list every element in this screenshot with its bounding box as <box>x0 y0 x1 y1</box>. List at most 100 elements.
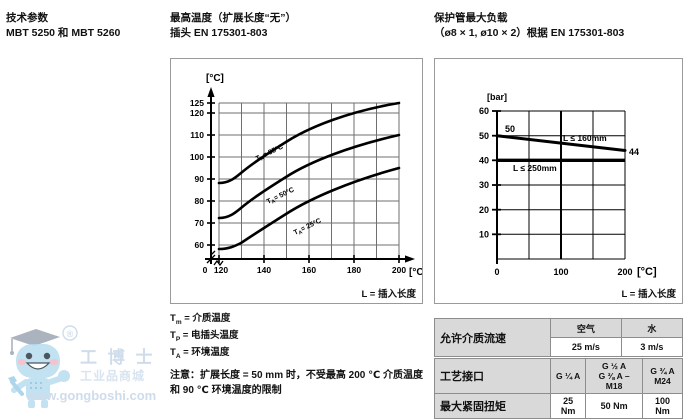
chart2-x-tick-labels: 0 100 200 <box>494 267 632 277</box>
watermark-url: www.gongboshi.com <box>25 388 156 403</box>
chart1-curve-ta50 <box>217 133 401 220</box>
flow-value-air: 25 m/s <box>550 337 622 357</box>
watermark-subtitle: 工业品商城 <box>80 368 145 383</box>
chart1-axes <box>205 97 407 264</box>
chart2-ytick: 10 <box>479 230 489 240</box>
chart2-xtick: 200 <box>617 267 632 277</box>
chart1-curve-label-ta85: TA= 85°C <box>254 143 285 165</box>
torque-header-g12a-line1: G ½ A <box>601 361 627 371</box>
chart1-caption: L = 插入长度 <box>361 289 416 300</box>
graduation-cap-icon <box>10 329 60 355</box>
torque-value-2: 50 Nm <box>585 393 643 419</box>
chart2-ytick: 20 <box>479 205 489 215</box>
chart1-y-tick-labels: 125 120 110 100 90 80 70 60 <box>190 98 204 250</box>
legend-symbol: T <box>170 346 176 358</box>
torque-value-1: 25 Nm <box>549 393 587 419</box>
chart1-x-arrow <box>405 255 415 263</box>
heading-plug-standard: 插头 EN 175301-803 <box>170 26 268 39</box>
chart2-line-160mm <box>495 134 627 152</box>
chart1-ytick: 60 <box>195 240 205 250</box>
table-process-connection-torque: 工艺接口 G ¼ A G ½ A G ⅜ A – M18 G ¾ A M24 最… <box>434 358 684 419</box>
table-row: 25 m/s 3 m/s <box>435 337 684 357</box>
chart2-ytick: 40 <box>479 156 489 166</box>
chart1-x-tick-labels: 0 120 140 160 180 200 <box>203 265 407 275</box>
heading-model-numbers: MBT 5250 和 MBT 5260 <box>6 26 121 39</box>
registered-icon: ® <box>62 325 78 341</box>
torque-header-g12a-line2: G ⅜ A – M18 <box>598 371 630 391</box>
table-medium-flow-rate: 允许介质流速 空气 水 25 m/s 3 m/s <box>434 318 684 357</box>
chart-temperature-box: 125 120 110 100 90 80 70 60 0 120 140 16… <box>170 58 423 304</box>
chart2-y-axis-label: [bar] <box>487 92 507 102</box>
column-heading-right: 保护管最大负载 （ø8 × 1, ø10 × 2）根据 EN 175301-80… <box>434 11 624 40</box>
chart-pressure-svg: 60 50 40 30 20 10 0 100 200 [bar] [°C] 5… <box>479 92 657 278</box>
chart1-y-axis-label: [°C] <box>206 73 224 84</box>
chart1-x-ticks <box>218 255 400 263</box>
legend-text: = 电插头温度 <box>182 329 239 341</box>
legend-symbol: T <box>170 329 176 341</box>
footnote-text: 注意：扩展长度 = 50 mm 时，不受最高 200 ℃ 介质温度和 90 ℃ … <box>170 370 423 396</box>
torque-header-g34a: G ¾ A M24 <box>641 358 684 394</box>
heading-max-load: 保护管最大负载 <box>434 12 508 24</box>
legend-subscript: A <box>175 352 181 360</box>
flow-header-air: 空气 <box>550 318 622 338</box>
torque-header-g34a-line1: G ¾ A <box>650 366 675 376</box>
torque-header-g34a-line2: M24 <box>654 376 671 386</box>
chart1-xtick: 120 <box>214 265 228 275</box>
chart1-y-ticks <box>207 102 215 246</box>
flow-header-water: 水 <box>620 318 684 338</box>
torque-row-label-connection: 工艺接口 <box>434 358 551 394</box>
legend-subscript: m <box>175 318 182 326</box>
watermark-logo: ® 工 博 士 工业品商城 www.gongboshi.com <box>2 318 168 410</box>
symbol-legend: Tm = 介质温度 TP = 电插头温度 TA = 环境温度 <box>170 312 238 363</box>
chart1-ytick: 80 <box>195 196 205 206</box>
chart1-ytick: 70 <box>195 218 205 228</box>
legend-row-tp: TP = 电插头温度 <box>170 329 238 346</box>
legend-subscript: P <box>175 335 181 343</box>
chart1-xtick: 160 <box>302 265 316 275</box>
heading-technical-parameters: 技术参数 <box>6 12 48 24</box>
legend-text: = 环境温度 <box>183 346 230 358</box>
chart1-ytick: 125 <box>190 98 204 108</box>
torque-value-3: 100 Nm <box>641 393 684 419</box>
chart1-curve-ta25 <box>217 166 401 251</box>
chart1-xtick: 180 <box>347 265 361 275</box>
chart1-xtick: 200 <box>392 265 406 275</box>
legend-row-tm: Tm = 介质温度 <box>170 312 238 329</box>
legend-text: = 介质温度 <box>184 313 231 324</box>
chart1-y-arrow <box>207 87 215 97</box>
table-row: 最大紧固扭矩 25 Nm 50 Nm 100 Nm <box>434 393 684 419</box>
flow-value-water: 3 m/s <box>620 337 684 357</box>
chart2-y-tick-labels: 60 50 40 30 20 10 <box>479 106 489 240</box>
chart-pressure-box: 60 50 40 30 20 10 0 100 200 [bar] [°C] 5… <box>434 58 683 304</box>
chart2-xtick: 0 <box>494 267 499 277</box>
chart2-ytick: 50 <box>479 131 489 141</box>
chart1-axis-break <box>206 250 216 264</box>
chart1-curve-label-ta25: TA= 25°C <box>292 217 323 239</box>
chart-temperature-svg: 125 120 110 100 90 80 70 60 0 120 140 16… <box>190 73 422 278</box>
torque-header-g14a: G ¼ A <box>549 358 587 394</box>
legend-symbol: T <box>170 313 176 324</box>
legend-row-ta: TA = 环境温度 <box>170 346 238 363</box>
wrench-icon <box>8 376 24 396</box>
torque-header-g12a: G ½ A G ⅜ A – M18 <box>585 358 643 394</box>
chart1-ytick: 120 <box>190 108 204 118</box>
column-heading-left: 技术参数 MBT 5250 和 MBT 5260 <box>6 11 120 40</box>
chart1-ytick: 100 <box>190 152 204 162</box>
chart2-ytick: 30 <box>479 180 489 190</box>
chart1-curve-label-ta50: TA= 50°C <box>265 186 296 208</box>
chart2-xtick: 100 <box>553 267 568 277</box>
chart1-ytick: 110 <box>190 130 204 140</box>
flow-row-label: 允许介质流速 <box>434 318 551 357</box>
chart2-y-ticks <box>492 110 501 236</box>
chart2-label-50: 50 <box>505 124 515 134</box>
chart1-ytick: 90 <box>195 174 205 184</box>
chart1-curve-ta85 <box>217 101 401 185</box>
table-row: 工艺接口 G ¼ A G ½ A G ⅜ A – M18 G ¾ A M24 <box>434 358 684 394</box>
table-row: 允许介质流速 空气 水 <box>434 318 684 357</box>
chart2-line-label-250: L ≤ 250mm <box>513 163 557 173</box>
chart1-x-axis-label: [°C] <box>409 267 422 278</box>
column-heading-middle: 最高温度（扩展长度“无”） 插头 EN 175301-803 <box>170 11 296 40</box>
chart2-x-axis-label: [°C] <box>637 266 657 278</box>
heading-max-temperature: 最高温度（扩展长度“无”） <box>170 12 296 24</box>
